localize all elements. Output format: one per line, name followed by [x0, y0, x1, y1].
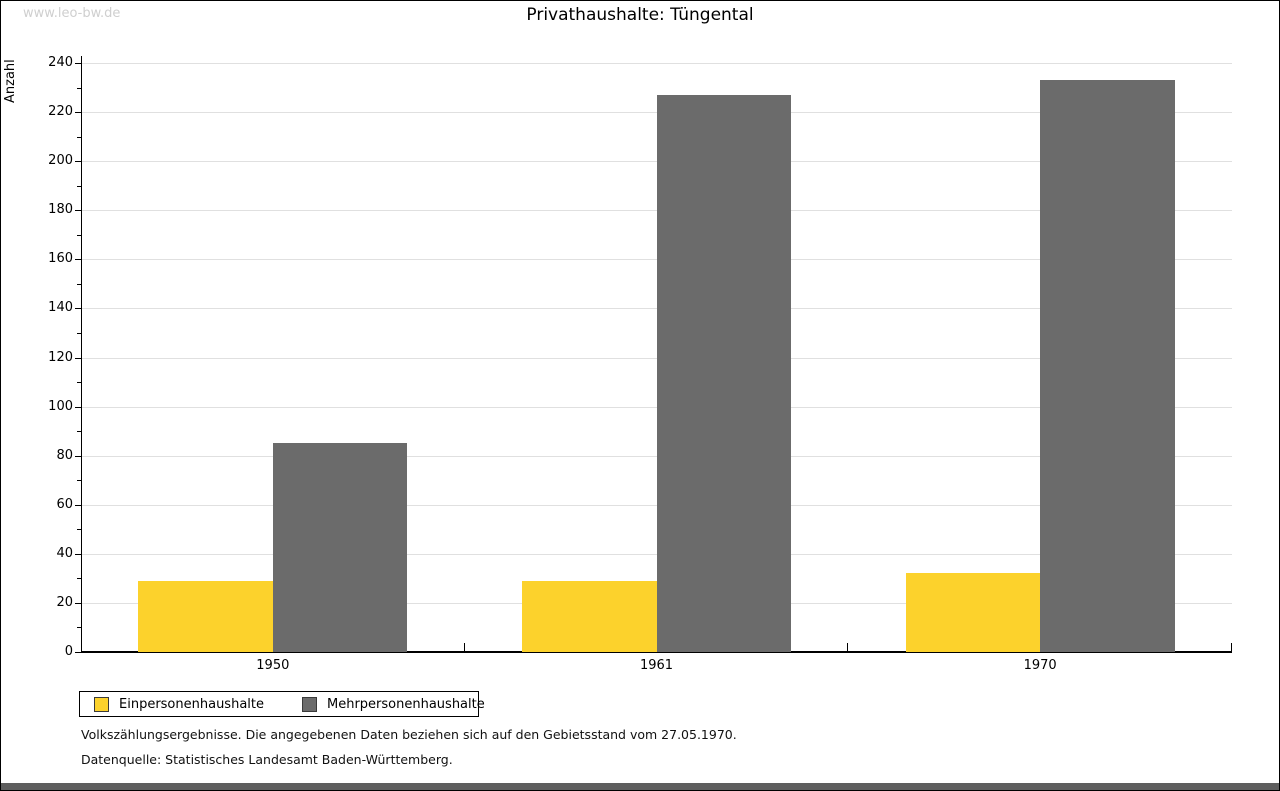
y-major-tick-160: [75, 259, 81, 261]
chart-title: Privathaushalte: Tüngental: [526, 5, 754, 25]
y-tick-label-200: 200: [48, 153, 73, 169]
x-tick-label-1961: 1961: [639, 658, 674, 673]
x-boundary-tick-3: [1231, 643, 1232, 651]
y-major-tick-180: [75, 210, 81, 212]
x-tick-label-1970: 1970: [1023, 658, 1057, 673]
legend-label-mehrpersonenhaushalte: Mehrpersonenhaushalte: [327, 696, 485, 712]
y-major-tick-20: [75, 602, 81, 604]
y-minor-tick-130: [77, 332, 81, 334]
y-major-tick-0: [75, 652, 81, 653]
y-major-tick-240: [75, 63, 81, 64]
y-tick-label-220: 220: [48, 104, 73, 120]
y-tick-label-20: 20: [56, 594, 73, 610]
x-boundary-tick-2: [847, 643, 849, 651]
y-major-tick-140: [75, 308, 81, 310]
legend-label-einpersonenhaushalte: Einpersonenhaushalte: [119, 696, 264, 712]
y-major-tick-200: [75, 161, 81, 163]
bar-mehrpersonenhaushalte-1961: [656, 94, 791, 652]
y-tick-label-180: 180: [48, 202, 73, 218]
bar-einpersonenhaushalte-1950: [138, 580, 273, 652]
legend: Einpersonenhaushalte Mehrpersonenhaushal…: [79, 691, 485, 717]
bottom-strip: [1, 783, 1279, 790]
bar-mehrpersonenhaushalte-1950: [272, 443, 408, 652]
y-tick-label-160: 160: [48, 251, 73, 267]
y-axis-label: Anzahl: [3, 59, 18, 103]
legend-swatch-einpersonenhaushalte: [94, 696, 109, 712]
y-major-tick-40: [75, 553, 81, 555]
y-minor-tick-190: [77, 185, 81, 187]
y-minor-tick-10: [77, 627, 81, 629]
legend-item-mehrpersonenhaushalte: Mehrpersonenhaushalte: [302, 696, 485, 712]
y-tick-label-240: 240: [48, 55, 73, 70]
footnote-data-source: Datenquelle: Statistisches Landesamt Bad…: [81, 752, 453, 767]
y-major-tick-80: [75, 455, 81, 457]
y-minor-tick-170: [77, 234, 81, 236]
x-tick-label-1950: 1950: [256, 658, 290, 673]
legend-swatch-mehrpersonenhaushalte: [302, 696, 317, 712]
y-minor-tick-90: [77, 431, 81, 433]
bar-mehrpersonenhaushalte-1970: [1040, 80, 1175, 652]
watermark: www.leo-bw.de: [23, 6, 121, 21]
bar-einpersonenhaushalte-1961: [522, 580, 657, 652]
y-major-tick-100: [75, 406, 81, 408]
footnote-survey-info: Volkszählungsergebnisse. Die angegebenen…: [81, 727, 737, 742]
y-minor-tick-30: [77, 578, 81, 580]
y-tick-label-120: 120: [48, 349, 73, 365]
y-minor-tick-230: [77, 87, 81, 89]
y-major-tick-60: [75, 504, 81, 506]
y-major-tick-120: [75, 357, 81, 359]
y-major-tick-220: [75, 112, 81, 114]
x-boundary-tick-1: [463, 643, 465, 651]
gridline-240: [81, 63, 1232, 64]
legend-item-einpersonenhaushalte: Einpersonenhaushalte: [94, 696, 264, 712]
y-minor-tick-150: [77, 283, 81, 285]
y-minor-tick-70: [77, 480, 81, 482]
y-tick-label-100: 100: [48, 398, 73, 414]
y-axis: [81, 56, 82, 653]
x-axis: [81, 651, 1232, 653]
y-minor-tick-210: [77, 136, 81, 138]
y-tick-label-0: 0: [64, 644, 73, 659]
y-tick-label-40: 40: [56, 545, 73, 561]
y-tick-label-140: 140: [48, 300, 73, 316]
y-minor-tick-110: [77, 382, 81, 384]
y-tick-label-80: 80: [56, 447, 73, 463]
y-minor-tick-50: [77, 529, 81, 531]
bar-einpersonenhaushalte-1970: [905, 573, 1041, 652]
y-tick-label-60: 60: [56, 496, 73, 512]
